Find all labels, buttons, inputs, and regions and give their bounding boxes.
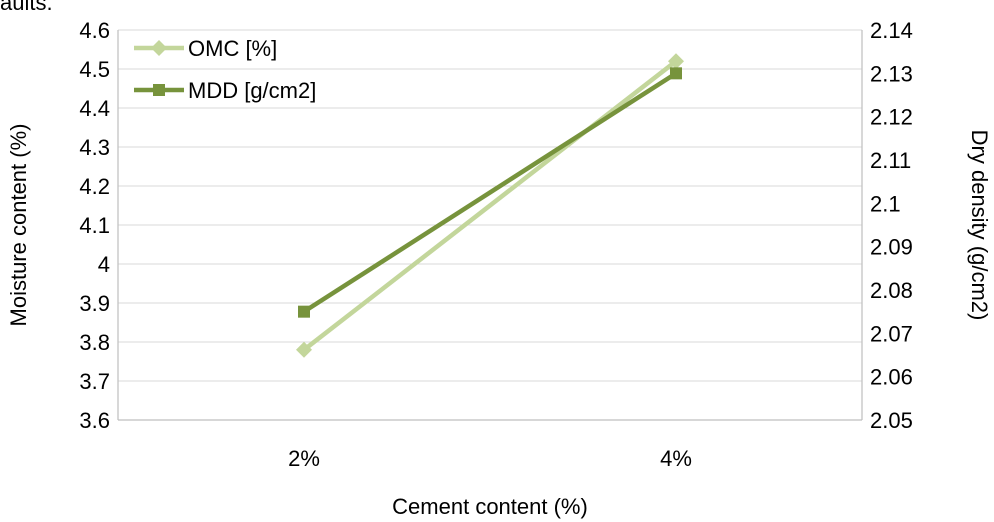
data-point: [151, 40, 167, 56]
left-y-tick-label: 3.6: [79, 408, 110, 433]
data-point: [296, 341, 312, 358]
x-tick-label: 4%: [660, 446, 692, 471]
right-y-tick-label: 2.07: [870, 321, 913, 346]
legend-label: OMC [%]: [188, 36, 277, 61]
gridlines: [118, 29, 862, 421]
data-point: [298, 305, 310, 318]
left-y-tick-label: 4.5: [79, 57, 110, 82]
left-y-tick-label: 3.7: [79, 369, 110, 394]
right-y-tick-label: 2.06: [870, 365, 913, 390]
right-y-tick-label: 2.14: [870, 18, 913, 43]
right-y-tick-label: 2.11: [870, 148, 911, 173]
left-y-tick-label: 4.3: [79, 135, 110, 160]
series-line: [302, 71, 678, 314]
legend-label: MDD [g/cm2]: [188, 78, 316, 103]
left-y-tick-labels: 3.6 3.7 3.8 3.9 4 4.1 4.2 4.3 4.4 4.5 4.6: [79, 18, 110, 433]
left-y-tick-label: 4.2: [79, 174, 110, 199]
right-y-tick-label: 2.08: [870, 278, 913, 303]
left-y-tick-label: 3.9: [79, 291, 110, 316]
legend: OMC [%] MDD [g/cm2]: [134, 36, 316, 103]
right-y-axis-title: Dry density (g/cm2): [967, 130, 992, 321]
top-caption: aults.: [0, 0, 53, 15]
left-y-axis-title: Moisture content (%): [6, 124, 31, 327]
right-y-tick-labels: 2.05 2.06 2.07 2.08 2.09 2.1 2.11 2.12 2.13 2.14: [870, 18, 913, 433]
left-y-tick-label: 4.1: [79, 213, 110, 238]
right-y-tick-label: 2.05: [870, 408, 913, 433]
x-tick-label: 2%: [288, 446, 320, 471]
x-axis-title: Cement content (%): [392, 494, 588, 519]
legend-entry: OMC [%]: [134, 36, 277, 61]
series-group: [298, 67, 682, 318]
data-point: [153, 84, 165, 96]
left-y-tick-label: 4.4: [79, 96, 110, 121]
legend-entry: MDD [g/cm2]: [134, 78, 316, 103]
left-y-tick-label: 3.8: [79, 330, 110, 355]
axes: [117, 30, 863, 421]
series-line: [302, 59, 678, 352]
data-point: [670, 67, 682, 80]
data-point: [668, 53, 684, 70]
left-y-tick-label: 4: [98, 252, 110, 277]
right-y-tick-label: 2.13: [870, 61, 913, 86]
left-y-tick-label: 4.6: [79, 18, 110, 43]
right-y-tick-label: 2.12: [870, 105, 913, 130]
right-y-tick-label: 2.09: [870, 235, 913, 260]
series: [296, 53, 684, 358]
series-group: [296, 53, 684, 358]
right-y-tick-label: 2.1: [870, 191, 901, 216]
x-tick-labels: 2% 4%: [288, 446, 692, 471]
